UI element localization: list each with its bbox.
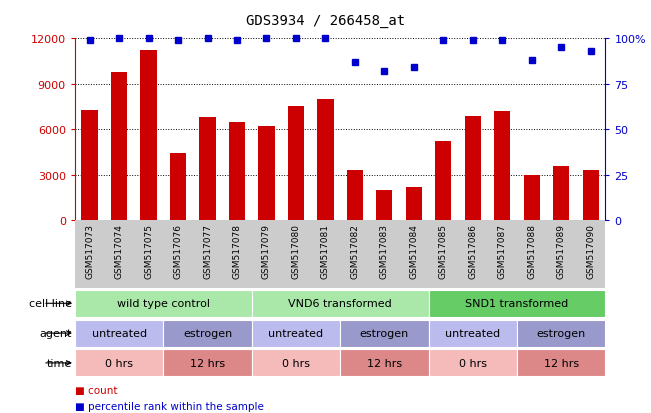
- Text: wild type control: wild type control: [117, 299, 210, 309]
- Text: GSM517077: GSM517077: [203, 223, 212, 278]
- Bar: [494, 112, 510, 221]
- Text: time: time: [46, 358, 72, 368]
- Bar: [436, 142, 451, 221]
- Text: GSM517076: GSM517076: [174, 223, 182, 278]
- Text: 0 hrs: 0 hrs: [105, 358, 133, 368]
- Text: GSM517075: GSM517075: [144, 223, 153, 278]
- Text: 12 hrs: 12 hrs: [367, 358, 402, 368]
- Text: GSM517088: GSM517088: [527, 223, 536, 278]
- Bar: [288, 107, 304, 221]
- Text: VND6 transformed: VND6 transformed: [288, 299, 392, 309]
- Text: ■ count: ■ count: [75, 385, 117, 395]
- Bar: [252, 350, 340, 376]
- Text: GSM517079: GSM517079: [262, 223, 271, 278]
- Text: GSM517074: GSM517074: [115, 223, 124, 278]
- Text: GSM517078: GSM517078: [232, 223, 242, 278]
- Bar: [75, 290, 252, 317]
- Text: 0 hrs: 0 hrs: [459, 358, 487, 368]
- Text: untreated: untreated: [92, 328, 146, 338]
- Bar: [317, 100, 333, 221]
- Text: 12 hrs: 12 hrs: [190, 358, 225, 368]
- Bar: [428, 350, 517, 376]
- Text: estrogen: estrogen: [183, 328, 232, 338]
- Bar: [111, 72, 127, 221]
- Bar: [376, 190, 393, 221]
- Text: GDS3934 / 266458_at: GDS3934 / 266458_at: [246, 14, 405, 28]
- Bar: [428, 290, 605, 317]
- Bar: [163, 320, 252, 347]
- Text: GSM517080: GSM517080: [292, 223, 300, 278]
- Text: GSM517086: GSM517086: [468, 223, 477, 278]
- Text: estrogen: estrogen: [360, 328, 409, 338]
- Text: GSM517087: GSM517087: [498, 223, 506, 278]
- Text: untreated: untreated: [268, 328, 324, 338]
- Text: GSM517073: GSM517073: [85, 223, 94, 278]
- Bar: [340, 320, 428, 347]
- Bar: [406, 188, 422, 221]
- Bar: [170, 154, 186, 221]
- Bar: [517, 320, 605, 347]
- Text: GSM517084: GSM517084: [409, 223, 419, 278]
- Bar: [523, 175, 540, 221]
- Bar: [347, 171, 363, 221]
- Bar: [252, 320, 340, 347]
- Text: GSM517089: GSM517089: [557, 223, 566, 278]
- Bar: [258, 127, 275, 221]
- Text: estrogen: estrogen: [536, 328, 586, 338]
- Text: GSM517082: GSM517082: [350, 223, 359, 278]
- Bar: [340, 350, 428, 376]
- Text: GSM517085: GSM517085: [439, 223, 448, 278]
- Text: cell line: cell line: [29, 299, 72, 309]
- Bar: [75, 350, 163, 376]
- Text: 0 hrs: 0 hrs: [282, 358, 310, 368]
- Bar: [199, 118, 215, 221]
- Bar: [465, 116, 481, 221]
- Text: SND1 transformed: SND1 transformed: [465, 299, 568, 309]
- Bar: [75, 320, 163, 347]
- Bar: [229, 122, 245, 221]
- Bar: [252, 290, 428, 317]
- Bar: [428, 320, 517, 347]
- Text: GSM517090: GSM517090: [586, 223, 595, 278]
- Bar: [141, 51, 157, 221]
- Bar: [517, 350, 605, 376]
- Bar: [583, 171, 599, 221]
- Text: ■ percentile rank within the sample: ■ percentile rank within the sample: [75, 401, 264, 411]
- Text: 12 hrs: 12 hrs: [544, 358, 579, 368]
- Text: GSM517081: GSM517081: [321, 223, 330, 278]
- Bar: [553, 166, 570, 221]
- Bar: [163, 350, 252, 376]
- Text: untreated: untreated: [445, 328, 501, 338]
- Bar: [81, 110, 98, 221]
- Text: agent: agent: [39, 328, 72, 338]
- Text: GSM517083: GSM517083: [380, 223, 389, 278]
